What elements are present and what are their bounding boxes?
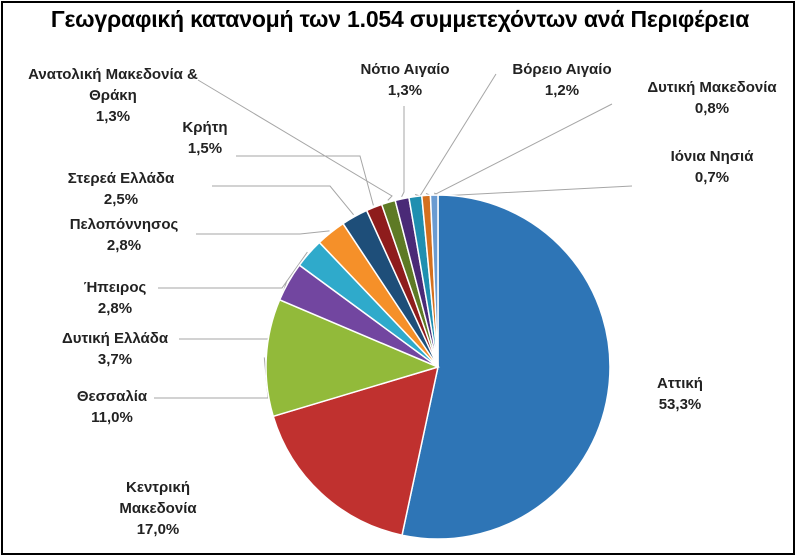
pie-slice (272, 365, 439, 537)
leader-line (196, 230, 330, 235)
leader-line (401, 106, 405, 198)
chart-title: Γεωγραφική κατανομή των 1.054 συμμετεχόν… (50, 6, 750, 32)
pie-slice (429, 194, 439, 368)
leader-line (154, 357, 269, 399)
slice-label: Ιόνια Νησιά 0,7% (671, 148, 755, 186)
slice-label: Πελοπόννησος 2,8% (70, 216, 179, 254)
leader-line (414, 73, 497, 197)
pie-slices (265, 194, 611, 540)
leader-line (425, 103, 613, 197)
leader-line (212, 185, 354, 216)
slice-label: Ήπειρος 2,8% (84, 279, 147, 317)
slice-label: Δυτική Ελλάδα 3,7% (62, 330, 169, 368)
slice-label: Στερεά Ελλάδα 2,5% (68, 170, 175, 208)
slice-label: Νότιο Αιγαίο 1,3% (360, 61, 449, 99)
leader-line (433, 185, 633, 197)
slice-labels: Αττική 53,3% Κεντρική Μακεδονία 17,0% Θεσσαλί… (28, 61, 777, 538)
slice-label: Θεσσαλία 11,0% (77, 388, 148, 426)
slice-label: Κεντρική Μακεδονία 17,0% (119, 479, 197, 538)
leader-line (158, 251, 308, 289)
leader-lines (154, 73, 633, 399)
leader-line (197, 79, 393, 201)
slice-label: Βόρειο Αιγαίο 1,2% (512, 61, 611, 99)
slice-label: Αττική 53,3% (657, 375, 703, 413)
slice-label: Ανατολική Μακεδονία & Θράκη 1,3% (28, 66, 198, 125)
pie-slice (401, 194, 611, 540)
slice-label: Δυτική Μακεδονία 0,8% (647, 79, 777, 117)
pie-slice (265, 298, 441, 418)
leader-line (236, 155, 374, 206)
slice-label: Κρήτη 1,5% (182, 119, 227, 157)
